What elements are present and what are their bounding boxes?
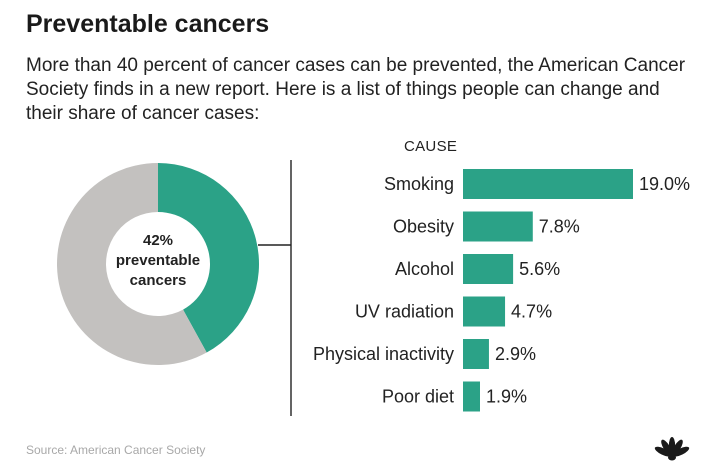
- value-label: 19.0%: [639, 174, 690, 194]
- bar-physical-inactivity: [463, 339, 489, 369]
- category-label: UV radiation: [355, 302, 454, 322]
- value-label: 7.8%: [539, 217, 580, 237]
- category-label: Poor diet: [382, 387, 454, 407]
- source-note: Source: American Cancer Society: [26, 443, 206, 457]
- bar-alcohol: [463, 254, 514, 284]
- donut-center-label: 42%: [143, 232, 173, 249]
- bar-smoking: [463, 169, 633, 199]
- nbc-peacock-icon: [654, 437, 690, 461]
- donut-slice-other: [57, 163, 207, 365]
- page-subtitle: More than 40 percent of cancer cases can…: [26, 55, 686, 124]
- page-title: Preventable cancers: [26, 10, 270, 38]
- category-label: Obesity: [393, 217, 454, 237]
- bar-chart: Smoking 19.0% Obesity 7.8% Alcohol 5.6% UV rad…: [313, 169, 690, 412]
- cause-column-header: CAUSE: [404, 138, 458, 155]
- category-label: Smoking: [384, 174, 454, 194]
- bar-obesity: [463, 211, 533, 242]
- category-label: Alcohol: [395, 259, 454, 279]
- donut-center-label: cancers: [130, 272, 187, 289]
- donut-slice-preventable: [158, 163, 260, 353]
- value-label: 2.9%: [495, 344, 536, 364]
- donut-center-label: preventable: [116, 252, 200, 269]
- bar-poor-diet: [463, 381, 480, 412]
- bar-uv-radiation: [463, 296, 506, 327]
- value-label: 1.9%: [486, 387, 527, 407]
- donut-chart: 42% preventable cancers: [57, 163, 260, 365]
- value-label: 4.7%: [511, 302, 552, 322]
- category-label: Physical inactivity: [313, 344, 454, 364]
- value-label: 5.6%: [519, 259, 560, 279]
